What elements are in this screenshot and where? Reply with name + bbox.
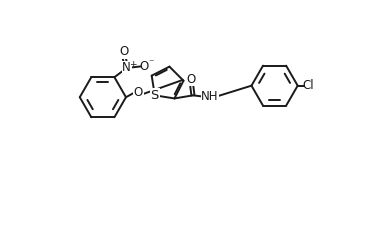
Text: O: O (187, 73, 196, 86)
Text: N: N (122, 61, 131, 75)
Text: Cl: Cl (302, 79, 314, 92)
Text: O: O (119, 45, 128, 58)
Text: NH: NH (201, 90, 219, 103)
Text: +: + (129, 60, 137, 69)
Text: O: O (134, 86, 143, 99)
Text: S: S (151, 89, 159, 102)
Text: ⁻: ⁻ (148, 58, 154, 68)
Text: O: O (140, 60, 149, 73)
